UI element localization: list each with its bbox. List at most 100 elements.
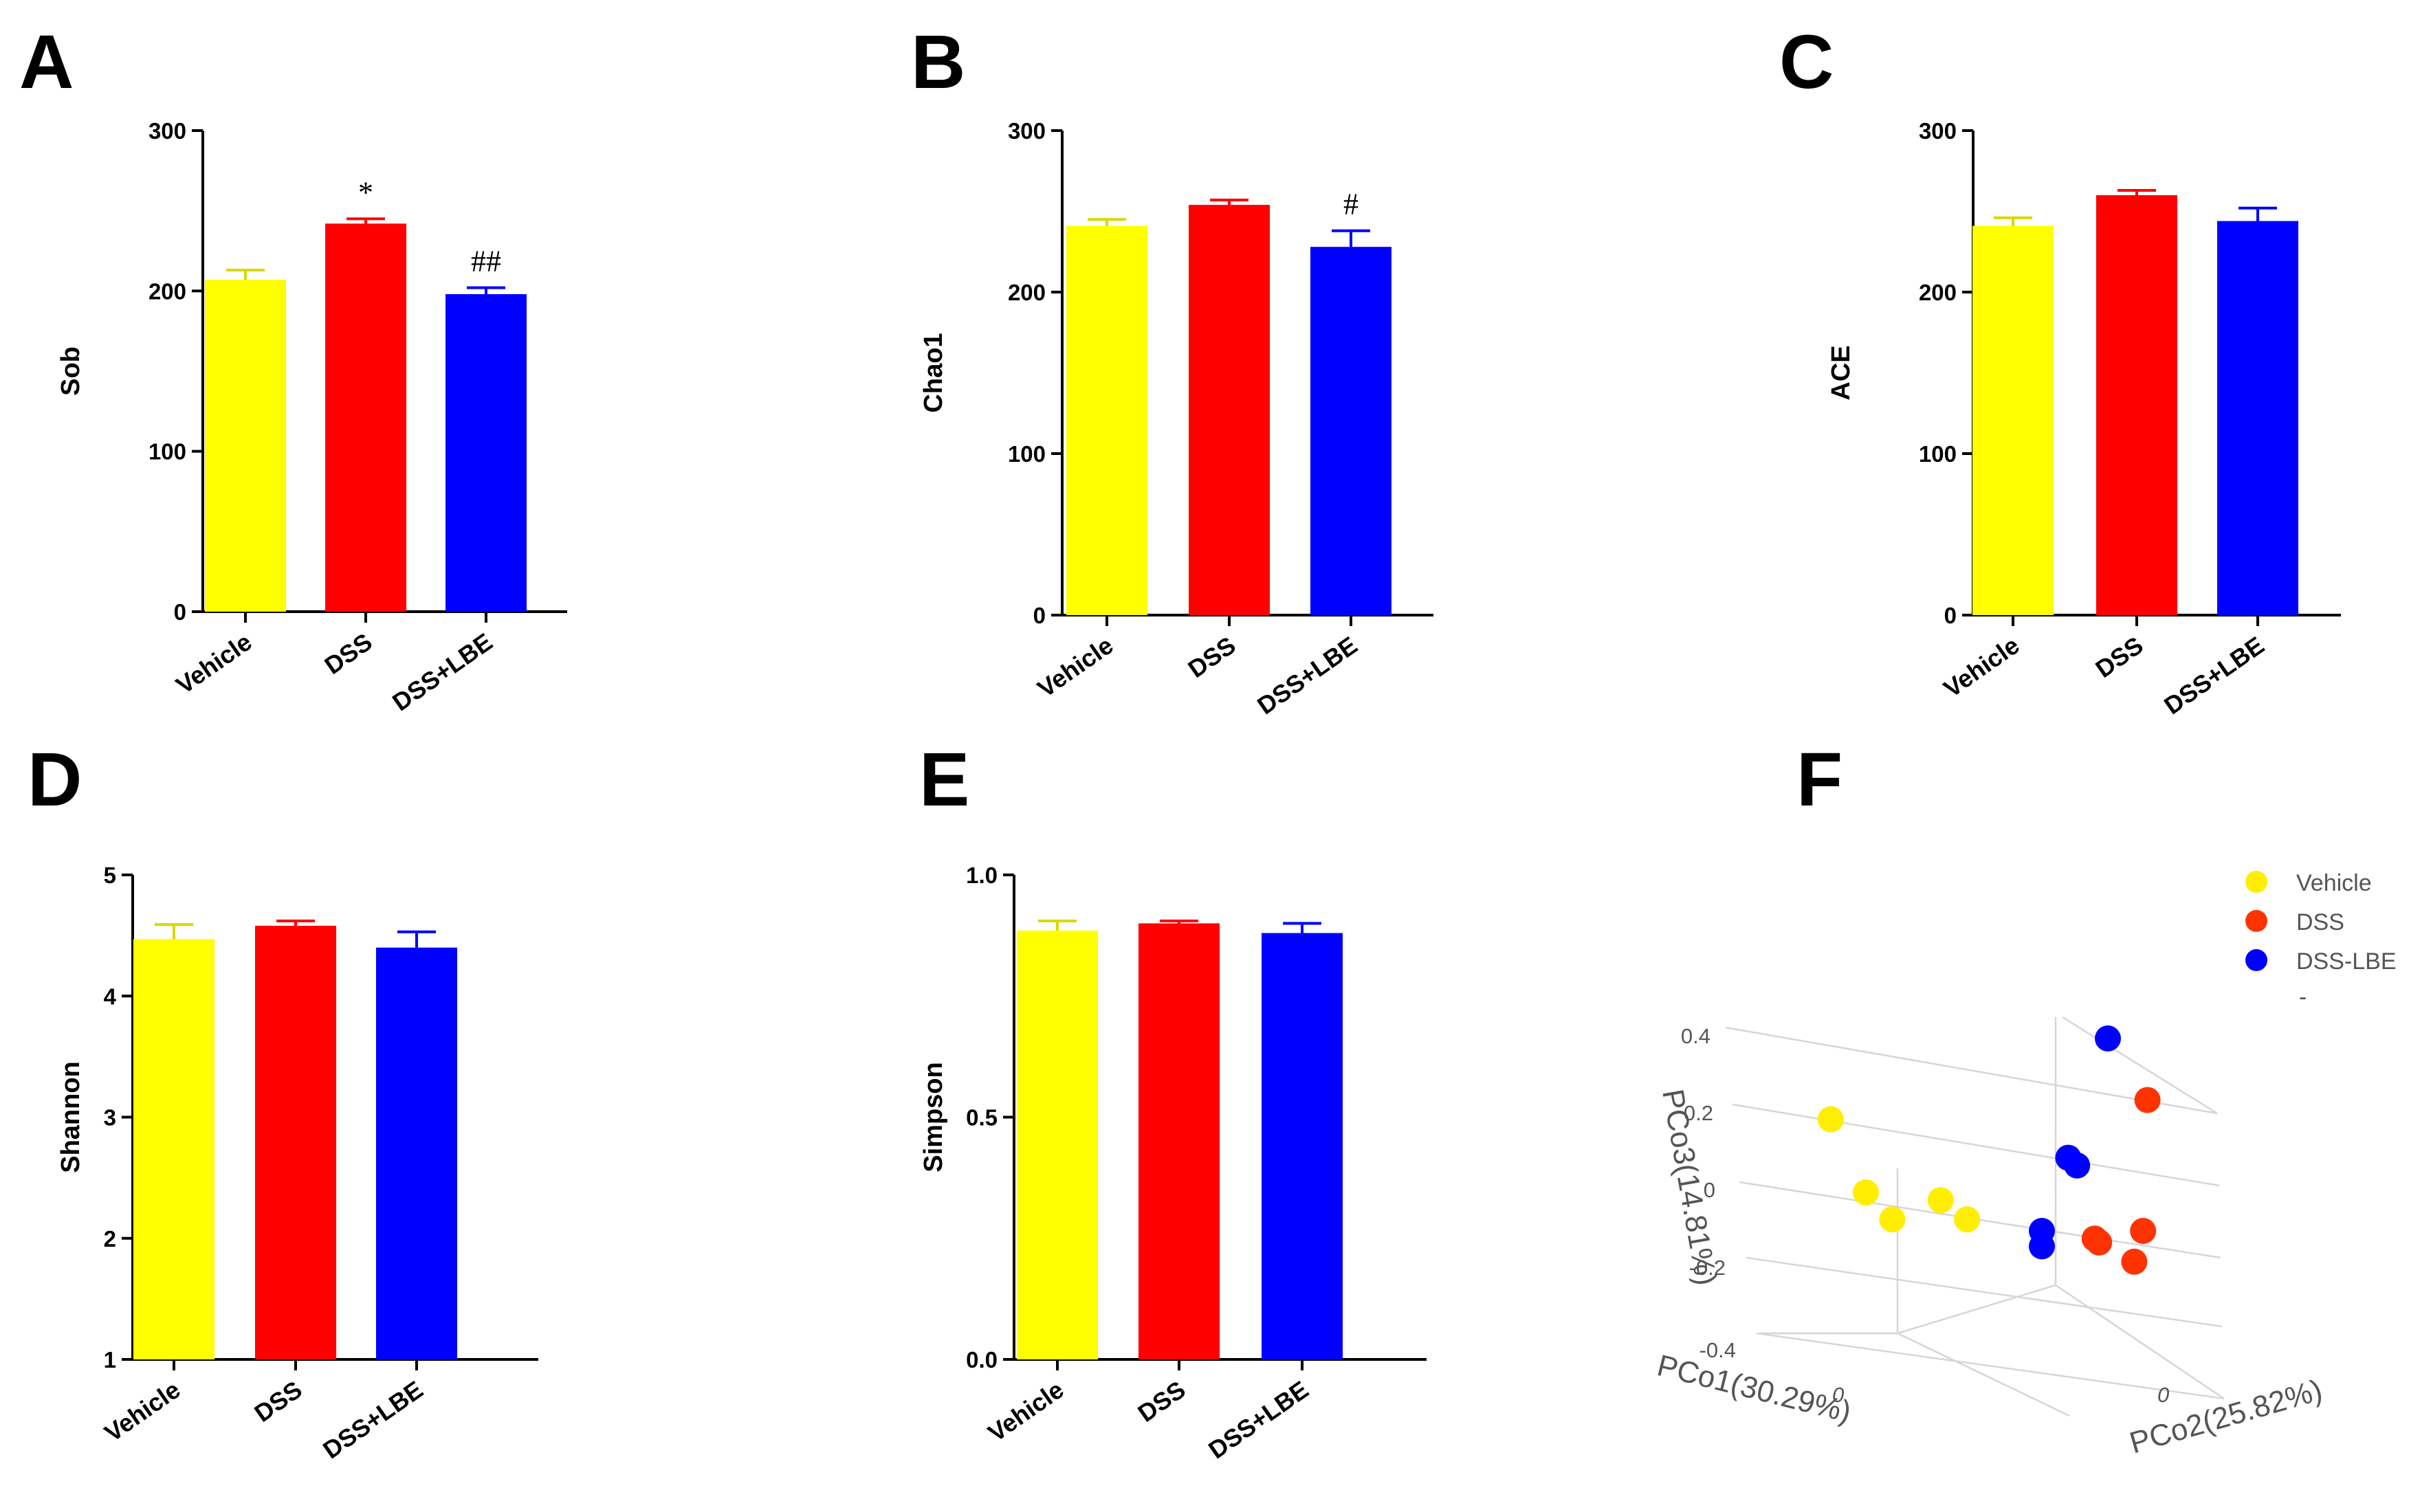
y-tick-label: 2 <box>104 1226 116 1252</box>
x-tick-label: DSS+LBE <box>387 627 497 716</box>
legend-marker-vehicle <box>2245 871 2267 893</box>
pcoa-point-vehicle <box>1954 1206 1981 1233</box>
y-tick-label: 5 <box>104 863 116 888</box>
bar-dss-lbe <box>446 294 527 612</box>
y-axis-title: Shannon <box>56 1061 85 1173</box>
bar-vehicle <box>1066 225 1147 615</box>
pcoa-z-tick: -0.2 <box>1689 1256 1726 1280</box>
y-tick-label: 100 <box>148 439 186 465</box>
y-tick-label: 200 <box>1008 280 1046 305</box>
x-tick-label: DSS+LBE <box>2159 631 2269 720</box>
x-tick-label: Vehicle <box>1032 631 1118 703</box>
y-tick-label: 1 <box>104 1347 116 1372</box>
x-tick-label: Vehicle <box>170 627 256 700</box>
pcoa-point-dss <box>2121 1248 2148 1275</box>
significance-label: * <box>358 175 373 209</box>
panel-letter-b: B <box>911 20 965 104</box>
y-tick-label: 100 <box>1919 441 1957 467</box>
bar-dss-lbe <box>376 947 457 1359</box>
legend-marker-dss-lbe <box>2245 949 2267 971</box>
y-tick-label: 4 <box>104 983 117 1009</box>
x-tick-label: DSS+LBE <box>318 1375 428 1464</box>
x-tick-label: DSS+LBE <box>1252 631 1362 720</box>
y-tick-label: 0 <box>1944 603 1957 628</box>
y-tick-label: 0.0 <box>966 1347 998 1372</box>
y-tick-label: 3 <box>104 1105 116 1131</box>
pcoa-point-vehicle <box>1927 1187 1954 1214</box>
x-tick-label: DSS <box>1182 631 1240 683</box>
pcoa-z-tick: 0.4 <box>1681 1024 1710 1048</box>
y-tick-label: 300 <box>1919 118 1957 144</box>
significance-label: ## <box>471 245 501 278</box>
x-tick-label: DSS+LBE <box>1203 1375 1313 1464</box>
x-tick-label: Vehicle <box>1938 631 2024 703</box>
pcoa-point-dss-lbe <box>2029 1233 2055 1260</box>
x-tick-label: Vehicle <box>99 1375 185 1447</box>
pcoa-3d-scatter: 0.4 0.2 0 -0.2 -0.4 0 0 PCo3(14.81%) PCo… <box>1654 870 2397 1460</box>
bar-chart-simpson: 0.0 0.5 1.0 Simpson Vehicle DSS DSS+LBE <box>919 863 1427 1464</box>
panel-letter-f: F <box>1796 737 1842 822</box>
pcoa-z-tick: -0.4 <box>1700 1338 1736 1362</box>
bar-chart-shannon: 1 2 3 4 5 Shannon Vehicle DSS DSS+LBE <box>56 863 538 1464</box>
legend-label-dss-lbe: DSS-LBE <box>2296 948 2397 975</box>
legend-label-dash: - <box>2299 984 2307 1010</box>
y-axis-title: Chao1 <box>919 333 948 412</box>
x-tick-label: Vehicle <box>982 1375 1068 1447</box>
pcoa-grid <box>1725 1016 2225 1417</box>
bar-dss-lbe <box>1310 247 1392 615</box>
bar-chart-sob: 0 100 200 300 Sob Vehicle DSS * DSS+LBE ## <box>56 118 567 716</box>
pcoa-point-dss <box>2086 1229 2113 1256</box>
bar-dss <box>1138 923 1220 1359</box>
x-tick-label: DSS <box>2090 631 2148 683</box>
y-tick-label: 0.5 <box>966 1105 998 1131</box>
bar-dss-lbe <box>1262 933 1343 1359</box>
legend-label-vehicle: Vehicle <box>2296 870 2372 896</box>
bar-chart-chao1: 0 100 200 300 Chao1 Vehicle DSS DSS+LBE # <box>919 118 1433 720</box>
pcoa-x-axis-title: PCo1(30.29%) <box>1654 1348 1855 1429</box>
significance-label: # <box>1343 188 1358 221</box>
panel-letter-c: C <box>1779 20 1834 104</box>
panel-letter-d: D <box>28 737 82 822</box>
pcoa-y-tick: 0 <box>2157 1383 2169 1407</box>
y-axis-title: ACE <box>1827 345 1856 400</box>
legend-label-dss: DSS <box>2296 909 2344 935</box>
pcoa-z-tick: 0.2 <box>1684 1101 1713 1125</box>
bar-dss-lbe <box>2217 221 2298 616</box>
pcoa-points <box>1817 1025 2161 1275</box>
y-tick-label: 100 <box>1008 441 1046 467</box>
pcoa-z-tick: 0 <box>1704 1178 1715 1202</box>
y-axis-title: Sob <box>56 346 85 396</box>
y-tick-label: 1.0 <box>966 863 998 888</box>
pcoa-point-vehicle <box>1853 1179 1879 1205</box>
panel-letter-e: E <box>919 737 969 822</box>
pcoa-legend: Vehicle DSS DSS-LBE - <box>2245 870 2397 1010</box>
y-tick-label: 0 <box>174 599 186 625</box>
bar-vehicle <box>205 280 286 612</box>
pcoa-point-vehicle <box>1817 1106 1844 1133</box>
pcoa-x-tick: 0 <box>1832 1383 1844 1407</box>
bar-dss <box>255 926 336 1359</box>
pcoa-y-axis-title: PCo2(25.82%) <box>2126 1373 2326 1460</box>
y-tick-label: 200 <box>148 278 186 304</box>
pcoa-point-dss <box>2134 1087 2161 1113</box>
bar-vehicle <box>1017 931 1098 1359</box>
pcoa-point-dss-lbe <box>2095 1025 2121 1052</box>
x-tick-label: DSS <box>319 627 377 680</box>
legend-marker-dss <box>2245 910 2267 932</box>
bar-chart-ace: 0 100 200 300 ACE Vehicle DSS DSS+LBE <box>1827 118 2341 720</box>
bar-dss <box>325 223 406 612</box>
y-tick-label: 0 <box>1033 603 1046 628</box>
y-tick-label: 300 <box>148 118 186 144</box>
pcoa-point-dss-lbe <box>2064 1152 2091 1179</box>
x-tick-label: DSS <box>249 1375 307 1427</box>
x-tick-label: DSS <box>1132 1375 1190 1427</box>
y-axis-title: Simpson <box>919 1062 948 1172</box>
panel-letter-a: A <box>19 20 74 104</box>
pcoa-point-dss <box>2130 1218 2157 1244</box>
bar-dss <box>2096 195 2177 615</box>
y-tick-label: 200 <box>1919 280 1957 305</box>
y-tick-label: 300 <box>1008 118 1046 144</box>
bar-vehicle <box>1972 225 2054 615</box>
pcoa-point-vehicle <box>1879 1206 1906 1233</box>
